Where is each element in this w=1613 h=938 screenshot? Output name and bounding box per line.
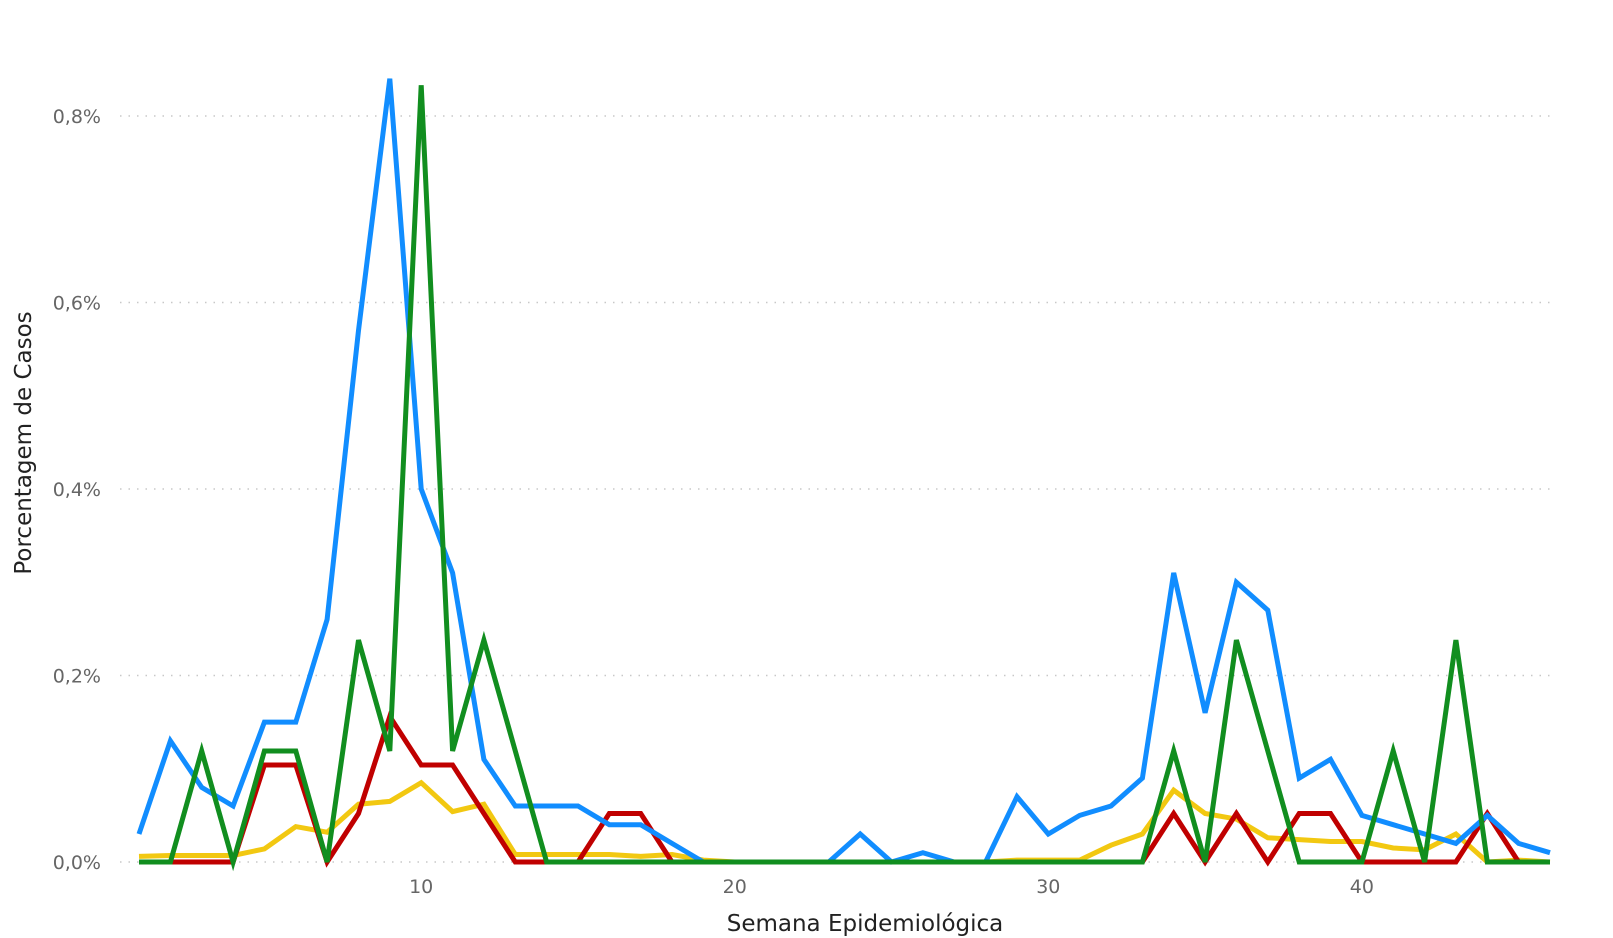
y-tick-label: 0,0% (53, 852, 101, 874)
y-tick-label: 0,2% (53, 666, 101, 688)
y-axis-ticks: 0,0% 0,2% 0,4% 0,6% 0,8% (53, 106, 101, 874)
x-axis-title: Semana Epidemiológica (727, 911, 1004, 937)
series-line-4 (139, 85, 1550, 872)
x-tick-label: 40 (1350, 876, 1374, 898)
y-tick-label: 0,4% (53, 479, 101, 501)
y-tick-label: 0,6% (53, 293, 101, 315)
x-tick-label: 30 (1036, 876, 1060, 898)
gridlines (120, 115, 1553, 863)
y-axis-title: Porcentagem de Casos (11, 311, 37, 574)
x-tick-label: 10 (409, 876, 433, 898)
series-lines (136, 78, 1551, 872)
x-tick-label: 20 (723, 876, 747, 898)
series-line-3 (136, 78, 1551, 865)
y-tick-label: 0,8% (53, 106, 101, 128)
x-axis-ticks: 10 20 30 40 (409, 876, 1374, 898)
